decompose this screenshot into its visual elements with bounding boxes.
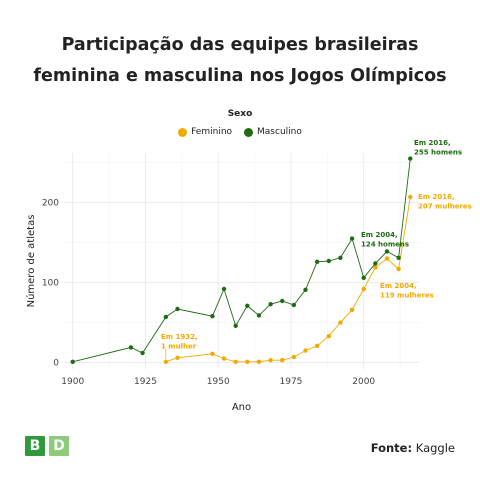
data-point-masculino (163, 314, 169, 320)
data-point-feminino (221, 356, 227, 361)
data-point-feminino (280, 358, 285, 363)
data-point-feminino (268, 358, 273, 363)
legend: Feminino Masculino (0, 127, 480, 137)
annotation-text: 119 mulheres (380, 292, 434, 300)
logo-letter-d: D (49, 436, 69, 456)
data-point-masculino (361, 275, 366, 280)
legend-item-masculino: Masculino (244, 127, 302, 137)
data-point-masculino (268, 302, 273, 307)
legend-item-feminino: Feminino (178, 127, 232, 137)
data-point-feminino (373, 265, 378, 270)
data-point-masculino (303, 287, 308, 292)
data-point-feminino (303, 348, 308, 353)
annotation-text: Em 2004, (380, 282, 417, 290)
annotation-text: Em 1932, (161, 333, 198, 341)
data-point-feminino (256, 359, 262, 364)
data-point-feminino (384, 256, 390, 261)
legend-swatch-feminino (178, 127, 188, 137)
legend-title: Sexo (227, 109, 253, 119)
annotation-text: 124 homens (361, 241, 409, 249)
y-tick-label: 100 (42, 279, 59, 289)
annotation-text: Em 2004, (361, 231, 398, 239)
data-point-masculino (349, 236, 355, 241)
data-point-masculino (140, 350, 145, 356)
data-point-feminino (361, 286, 366, 292)
data-point-feminino (396, 266, 401, 272)
data-point-feminino (338, 320, 343, 325)
annotation-text: 207 mulheres (418, 203, 472, 211)
data-point-feminino (233, 359, 238, 364)
data-point-feminino (210, 351, 215, 356)
data-point-masculino (221, 286, 227, 292)
brand-logo: B D (25, 436, 69, 456)
x-tick-label: 1900 (61, 377, 84, 387)
data-point-masculino (210, 314, 215, 319)
annotation-text: Em 2016, (414, 139, 451, 147)
chart-title-line-1: Participação das equipes brasileiras (61, 35, 419, 55)
x-tick-label: 1950 (207, 377, 230, 387)
logo-letter-b: B (25, 436, 45, 456)
data-point-masculino (128, 345, 134, 350)
y-tick-label: 0 (53, 359, 59, 369)
annotation-text: 255 homens (414, 149, 462, 157)
data-point-masculino (256, 313, 262, 318)
annotation-text: Em 2016, (418, 193, 455, 201)
legend-swatch-masculino (244, 127, 254, 137)
source-label: Fonte: (370, 441, 413, 455)
source-value: Kaggle (415, 441, 455, 455)
y-axis-label: Número de atletas (25, 215, 37, 308)
y-tick-label: 200 (42, 199, 59, 209)
data-point-feminino (175, 355, 180, 360)
data-point-masculino (314, 259, 320, 264)
data-point-masculino (175, 306, 180, 312)
data-point-masculino (396, 255, 401, 260)
series-line-masculino (72, 158, 411, 363)
data-point-masculino (280, 298, 285, 304)
x-tick-label: 1975 (280, 377, 303, 387)
data-point-feminino (163, 359, 169, 364)
x-tick-label: 2000 (352, 377, 375, 387)
legend-label-masculino: Masculino (257, 127, 302, 137)
data-point-feminino (291, 354, 297, 360)
data-point-masculino (326, 258, 331, 264)
data-point-masculino (338, 255, 343, 260)
data-point-feminino (349, 307, 355, 312)
chart-title: Participação das equipes brasileiras fem… (0, 30, 480, 92)
data-point-masculino (245, 303, 250, 308)
data-point-feminino (245, 359, 250, 364)
source-note: Fonte: Kaggle (371, 441, 455, 455)
data-point-feminino (408, 194, 413, 200)
series-line-feminino (165, 196, 411, 363)
x-tick-label: 1925 (134, 377, 157, 387)
data-point-masculino (384, 249, 390, 254)
x-axis-label: Ano (232, 402, 251, 413)
legend-label-feminino: Feminino (191, 127, 233, 137)
data-point-masculino (408, 156, 413, 161)
data-point-masculino (291, 302, 297, 308)
annotation-text: 1 mulher (161, 343, 197, 351)
data-point-feminino (314, 343, 320, 348)
data-point-masculino (70, 359, 75, 364)
data-point-masculino (373, 261, 378, 266)
chart-title-line-2: feminina e masculina nos Jogos Olímpicos (33, 66, 447, 86)
data-point-masculino (233, 323, 238, 328)
data-point-feminino (326, 334, 331, 339)
